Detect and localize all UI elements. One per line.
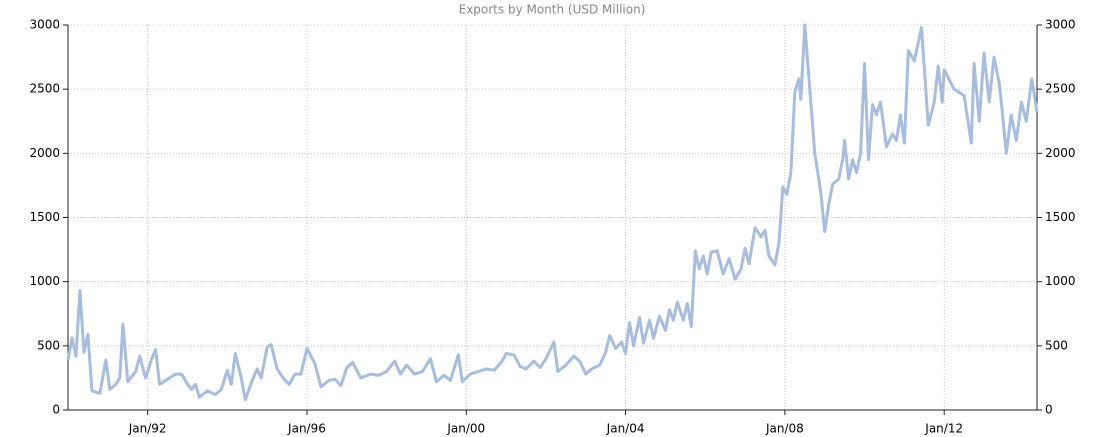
y-tick-label: 1000: [29, 274, 60, 288]
y-tick-label: 0: [52, 403, 60, 417]
y-tick-label: 3000: [29, 18, 60, 32]
y-tick-label: 2500: [29, 82, 60, 96]
y2-tick-label: 2500: [1045, 82, 1076, 96]
y2-tick-label: 500: [1045, 338, 1068, 352]
x-tick-label: Jan/12: [924, 422, 963, 436]
y2-tick-label: 2000: [1045, 146, 1076, 160]
x-tick-label: Jan/08: [765, 422, 804, 436]
y-tick-label: 1500: [29, 210, 60, 224]
y2-tick-label: 1000: [1045, 274, 1076, 288]
y2-tick-label: 3000: [1045, 18, 1076, 32]
x-tick-label: Jan/92: [128, 422, 167, 436]
y2-tick-label: 0: [1045, 403, 1053, 417]
chart-title: Exports by Month (USD Million): [459, 3, 646, 17]
y-tick-label: 2000: [29, 146, 60, 160]
y-tick-label: 500: [37, 338, 60, 352]
x-tick-label: Jan/96: [287, 422, 326, 436]
x-tick-label: Jan/04: [606, 422, 645, 436]
y2-tick-label: 1500: [1045, 210, 1076, 224]
x-tick-label: Jan/00: [446, 422, 485, 436]
data-line: [66, 23, 1039, 402]
